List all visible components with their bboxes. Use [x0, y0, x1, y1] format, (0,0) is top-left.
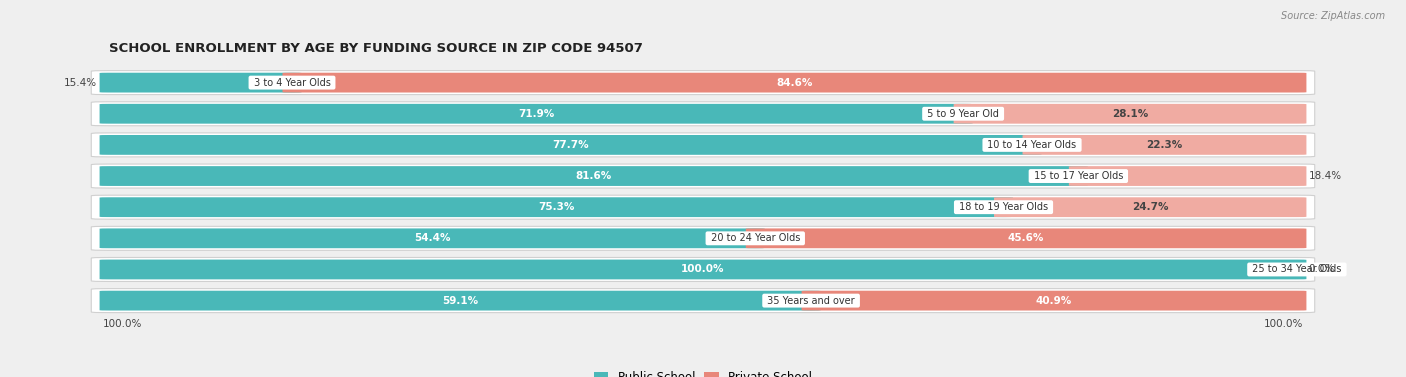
FancyBboxPatch shape	[283, 73, 1306, 92]
FancyBboxPatch shape	[91, 257, 1315, 282]
Text: SCHOOL ENROLLMENT BY AGE BY FUNDING SOURCE IN ZIP CODE 94507: SCHOOL ENROLLMENT BY AGE BY FUNDING SOUR…	[110, 41, 643, 55]
FancyBboxPatch shape	[91, 70, 1315, 95]
Text: 71.9%: 71.9%	[517, 109, 554, 119]
FancyBboxPatch shape	[100, 197, 1012, 217]
Text: 18 to 19 Year Olds: 18 to 19 Year Olds	[956, 202, 1052, 212]
FancyBboxPatch shape	[100, 166, 1088, 186]
Text: 20 to 24 Year Olds: 20 to 24 Year Olds	[707, 233, 803, 243]
FancyBboxPatch shape	[100, 135, 1042, 155]
Text: 77.7%: 77.7%	[553, 140, 589, 150]
FancyBboxPatch shape	[91, 226, 1315, 250]
FancyBboxPatch shape	[1069, 166, 1306, 186]
Text: 22.3%: 22.3%	[1146, 140, 1182, 150]
Text: 45.6%: 45.6%	[1008, 233, 1045, 243]
Text: 28.1%: 28.1%	[1112, 109, 1149, 119]
FancyBboxPatch shape	[100, 291, 821, 311]
Text: 3 to 4 Year Olds: 3 to 4 Year Olds	[250, 78, 333, 87]
Legend: Public School, Private School: Public School, Private School	[589, 366, 817, 377]
FancyBboxPatch shape	[91, 164, 1315, 188]
FancyBboxPatch shape	[91, 289, 1315, 313]
Text: 84.6%: 84.6%	[776, 78, 813, 87]
FancyBboxPatch shape	[801, 291, 1306, 311]
FancyBboxPatch shape	[953, 104, 1306, 124]
FancyBboxPatch shape	[100, 73, 301, 92]
FancyBboxPatch shape	[100, 260, 1306, 279]
FancyBboxPatch shape	[1022, 135, 1306, 155]
Text: 15 to 17 Year Olds: 15 to 17 Year Olds	[1031, 171, 1126, 181]
Text: 54.4%: 54.4%	[413, 233, 450, 243]
Text: 18.4%: 18.4%	[1309, 171, 1341, 181]
Text: Source: ZipAtlas.com: Source: ZipAtlas.com	[1281, 11, 1385, 21]
FancyBboxPatch shape	[100, 104, 973, 124]
FancyBboxPatch shape	[994, 197, 1306, 217]
Text: 35 Years and over: 35 Years and over	[765, 296, 858, 306]
FancyBboxPatch shape	[745, 228, 1306, 248]
Text: 0.0%: 0.0%	[1309, 265, 1336, 274]
Text: 59.1%: 59.1%	[441, 296, 478, 306]
Text: 100.0%: 100.0%	[1264, 319, 1303, 329]
Text: 25 to 34 Year Olds: 25 to 34 Year Olds	[1249, 265, 1344, 274]
FancyBboxPatch shape	[100, 228, 765, 248]
Text: 81.6%: 81.6%	[575, 171, 612, 181]
Text: 5 to 9 Year Old: 5 to 9 Year Old	[924, 109, 1002, 119]
Text: 75.3%: 75.3%	[538, 202, 575, 212]
FancyBboxPatch shape	[91, 102, 1315, 126]
Text: 40.9%: 40.9%	[1036, 296, 1073, 306]
FancyBboxPatch shape	[91, 133, 1315, 157]
Text: 100.0%: 100.0%	[103, 319, 142, 329]
FancyBboxPatch shape	[91, 195, 1315, 219]
Text: 24.7%: 24.7%	[1132, 202, 1168, 212]
Text: 10 to 14 Year Olds: 10 to 14 Year Olds	[984, 140, 1080, 150]
Text: 15.4%: 15.4%	[65, 78, 97, 87]
Text: 100.0%: 100.0%	[682, 265, 724, 274]
